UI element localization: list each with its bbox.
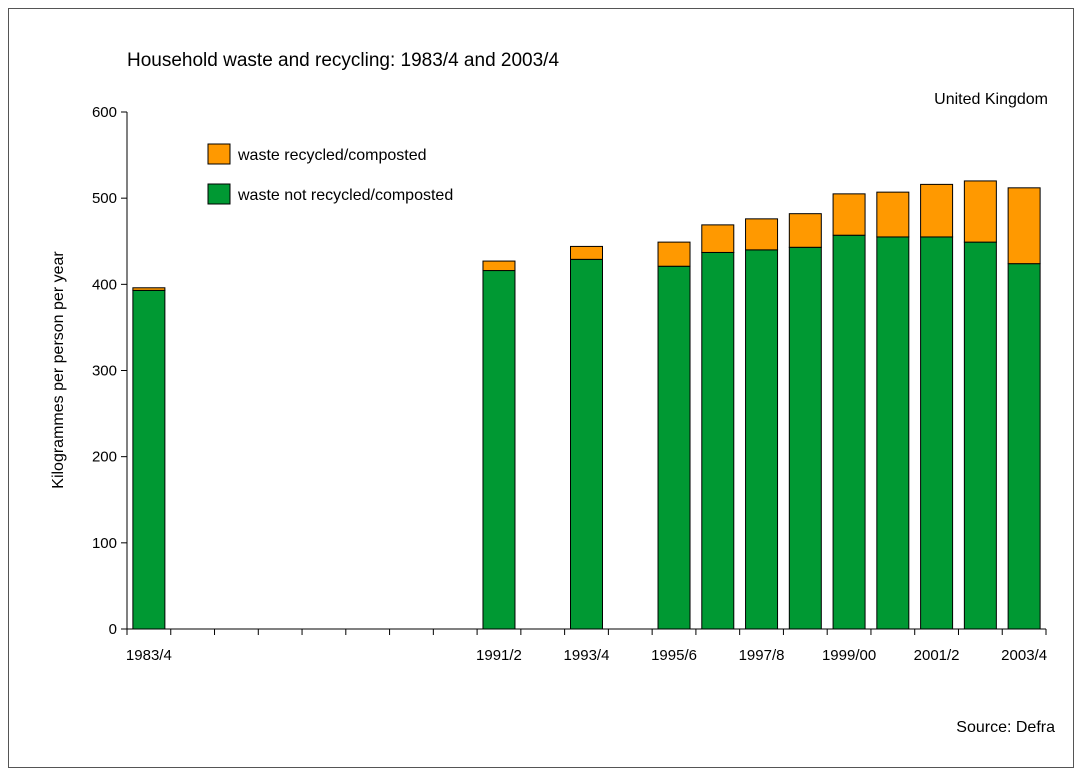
bar-not-recycled	[701, 251, 735, 630]
x-tick-label: 1995/6	[651, 647, 697, 664]
bar-recycled	[1007, 187, 1041, 265]
x-tick-label: 2001/2	[914, 647, 960, 664]
y-tick-label: 200	[92, 449, 117, 466]
x-tick-label: 1991/2	[476, 647, 522, 664]
legend-label-not-recycled: waste not recycled/composted	[237, 187, 453, 204]
legend-swatch-recycled	[207, 143, 231, 165]
bar-recycled	[701, 224, 735, 253]
bar-not-recycled	[657, 265, 691, 630]
bar-recycled	[570, 245, 603, 260]
bar-recycled	[832, 193, 866, 236]
bar-recycled	[920, 183, 954, 238]
x-tick-label: 1993/4	[564, 647, 610, 664]
chart: Household waste and recycling: 1983/4 an…	[50, 50, 1055, 736]
bar-not-recycled	[745, 249, 779, 630]
bar-recycled	[963, 180, 997, 243]
y-tick-label: 300	[92, 363, 117, 380]
x-tick-label: 2003/4	[1001, 647, 1047, 664]
legend-label-recycled: waste recycled/composted	[237, 147, 427, 164]
legend: waste recycled/composted waste not recyc…	[207, 143, 453, 205]
bar-not-recycled	[832, 234, 866, 630]
bar-recycled	[482, 260, 516, 272]
chart-title: Household waste and recycling: 1983/4 an…	[127, 50, 559, 71]
bar-not-recycled	[788, 246, 822, 630]
bar-not-recycled	[1007, 263, 1041, 630]
bar-recycled	[876, 191, 910, 238]
x-tick-label: 1997/8	[739, 647, 785, 664]
x-tick-label: 1983/4	[126, 647, 172, 664]
x-tick-label: 1999/00	[822, 647, 876, 664]
bar-not-recycled	[963, 241, 997, 630]
legend-swatch-not-recycled	[207, 183, 231, 205]
y-axis-label: Kilogrammes per person per year	[50, 251, 67, 489]
bar-recycled	[788, 213, 822, 248]
y-tick-label: 100	[92, 535, 117, 552]
bar-not-recycled	[570, 258, 603, 630]
y-tick-label: 0	[109, 621, 117, 638]
y-tick-label: 600	[92, 104, 117, 121]
y-tick-label: 500	[92, 190, 117, 207]
bar-recycled	[657, 241, 691, 267]
source-note: Source: Defra	[956, 719, 1055, 736]
bar-recycled	[132, 287, 166, 291]
bar-recycled	[745, 218, 779, 251]
bar-not-recycled	[876, 236, 910, 630]
bar-not-recycled	[482, 270, 516, 630]
bar-not-recycled	[920, 236, 954, 630]
y-tick-label: 400	[92, 276, 117, 293]
region-label: United Kingdom	[934, 91, 1048, 108]
bar-not-recycled	[132, 289, 166, 630]
